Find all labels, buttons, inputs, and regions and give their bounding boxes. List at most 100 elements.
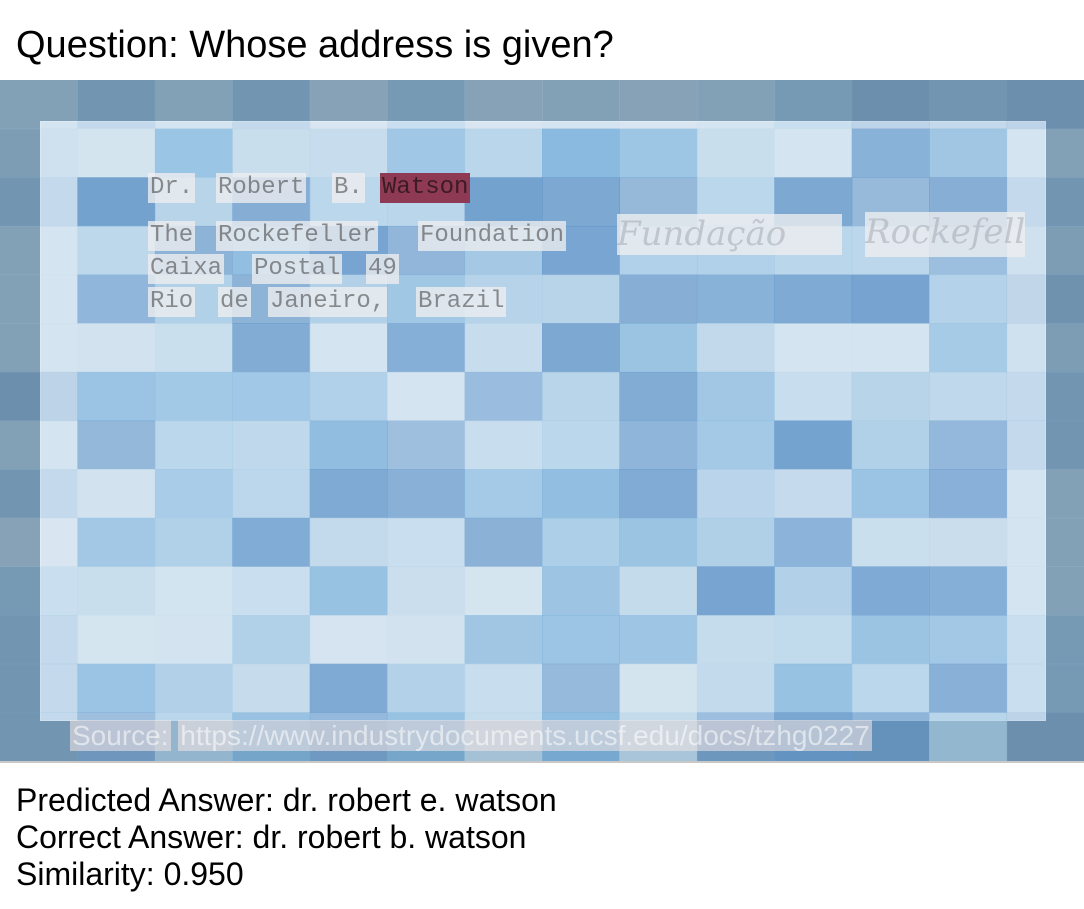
heatmap-tile	[232, 566, 311, 616]
heatmap-tile	[619, 128, 698, 178]
source-line: Source: https://www.industrydocuments.uc…	[70, 719, 872, 753]
heatmap-tile	[0, 517, 78, 567]
heatmap-tile	[619, 469, 698, 519]
word-rockefeller: Rockefeller	[216, 221, 379, 251]
heatmap-tile	[1006, 469, 1084, 519]
heatmap-tile	[774, 371, 853, 422]
heatmap-tile	[542, 177, 620, 227]
heatmap-tile	[0, 712, 78, 761]
word-de: de	[218, 287, 251, 317]
heatmap-tile	[1006, 274, 1084, 324]
heatmap-tile	[309, 566, 388, 616]
heatmap-tile	[0, 615, 78, 665]
heatmap-tile	[851, 517, 930, 567]
heatmap-tile	[0, 566, 78, 616]
handwriting-rockefeller: Rockefeller	[865, 212, 1025, 257]
heatmap-tile	[542, 371, 620, 422]
heatmap-tile	[696, 323, 775, 373]
heatmap-tile	[0, 274, 78, 324]
word-dr: Dr.	[148, 173, 196, 203]
heatmap-tile	[232, 80, 311, 130]
heatmap-tile	[0, 420, 78, 470]
heatmap-tile	[77, 323, 156, 373]
heatmap-tile	[619, 663, 698, 713]
heatmap-tile	[1006, 80, 1084, 130]
answers-block: Predicted Answer: dr. robert e. watson C…	[16, 782, 557, 893]
heatmap-tile	[464, 128, 543, 178]
word-postal: Postal	[252, 254, 343, 284]
heatmap-tile	[542, 420, 620, 470]
heatmap-tile	[154, 469, 233, 519]
heatmap-tile	[387, 663, 466, 713]
divider	[0, 761, 1084, 763]
heatmap-tile	[464, 371, 543, 422]
heatmap-tile	[464, 323, 543, 373]
heatmap-tile	[1006, 663, 1084, 713]
heatmap-tile	[696, 128, 775, 178]
heatmap-tile	[851, 663, 930, 713]
heatmap-tile	[619, 371, 698, 422]
word-the: The	[148, 221, 196, 251]
heatmap-tile	[619, 566, 698, 616]
heatmap-tile	[542, 469, 620, 519]
heatmap-tile	[696, 566, 775, 616]
heatmap-tile	[77, 80, 156, 130]
heatmap-tile	[696, 80, 775, 130]
heatmap-tile	[387, 566, 466, 616]
word-49: 49	[366, 254, 399, 284]
heatmap-tile	[232, 517, 311, 567]
heatmap-tile	[387, 615, 466, 665]
word-foundation: Foundation	[418, 221, 567, 251]
heatmap-tile	[851, 80, 930, 130]
heatmap-tile	[929, 663, 1008, 713]
heatmap-tile	[0, 663, 78, 713]
heatmap-tile	[77, 371, 156, 422]
heatmap-tile	[774, 80, 853, 130]
heatmap-tile	[154, 80, 233, 130]
heatmap-tile	[1006, 566, 1084, 616]
heatmap-tile	[696, 663, 775, 713]
heatmap-tile	[619, 274, 698, 324]
heatmap-tile	[232, 469, 311, 519]
heatmap-tile	[0, 177, 78, 227]
heatmap-tile	[464, 615, 543, 665]
heatmap-tile	[774, 323, 853, 373]
heatmap-tile	[309, 615, 388, 665]
heatmap-tile	[1006, 323, 1084, 373]
word-caixa: Caixa	[148, 254, 225, 284]
word-janeiro: Janeiro,	[268, 287, 388, 317]
heatmap-tile	[309, 469, 388, 519]
heatmap-tile	[77, 469, 156, 519]
heatmap-tile	[0, 80, 78, 130]
heatmap-tile	[0, 225, 78, 276]
document-image: Dr. Robert B. Watson The Rockefeller Fou…	[0, 80, 1084, 761]
heatmap-tile	[77, 177, 156, 227]
heatmap-tile	[232, 128, 311, 178]
heatmap-tile	[387, 371, 466, 422]
heatmap-tile	[929, 371, 1008, 422]
heatmap-tile	[154, 566, 233, 616]
heatmap-tile	[464, 566, 543, 616]
heatmap-tile	[774, 566, 853, 616]
similarity-score: Similarity: 0.950	[16, 856, 244, 892]
word-watson-highlighted: Watson	[380, 173, 471, 203]
heatmap-tile	[232, 615, 311, 665]
heatmap-tile	[542, 80, 620, 130]
heatmap-tile	[619, 517, 698, 567]
heatmap-tile	[387, 128, 466, 178]
heatmap-tile	[542, 323, 620, 373]
word-robert: Robert	[216, 173, 307, 203]
heatmap-tile	[464, 177, 543, 227]
heatmap-tile	[154, 420, 233, 470]
heatmap-tile	[774, 615, 853, 665]
heatmap-tile	[696, 274, 775, 324]
source-url: https://www.industrydocuments.ucsf.edu/d…	[178, 720, 872, 751]
heatmap-tile	[309, 128, 388, 178]
heatmap-tile	[387, 517, 466, 567]
heatmap-tile	[154, 663, 233, 713]
heatmap-tile	[464, 517, 543, 567]
heatmap-tile	[464, 420, 543, 470]
question-text: Question: Whose address is given?	[16, 24, 614, 66]
heatmap-tile	[851, 469, 930, 519]
heatmap-tile	[929, 323, 1008, 373]
